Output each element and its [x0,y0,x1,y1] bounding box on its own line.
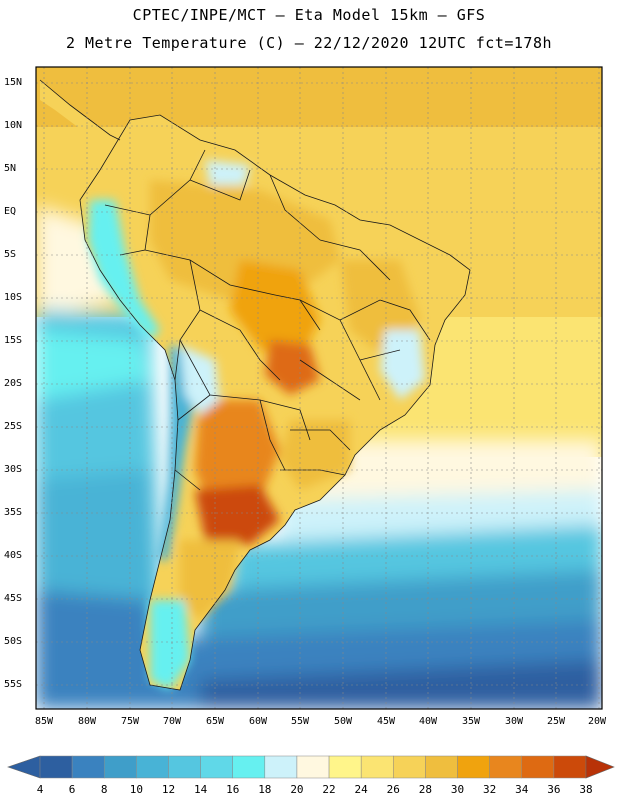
lat-label: 55S [4,679,23,690]
patagonia-warm [180,540,240,620]
colorbar-swatch [425,755,458,779]
lat-label: 40S [4,550,23,561]
ocean-southern-4 [200,660,602,709]
guiana-highland-cool [205,160,250,185]
graticule [36,67,602,709]
colorbar-tick-label: 36 [547,783,561,796]
tierra-del-fuego-cool [150,600,190,690]
colorbar-swatch [136,755,169,779]
lat-label: 30S [4,464,23,475]
colorbar-swatch [39,755,73,779]
lon-label: 50W [333,716,353,727]
lon-label: 40W [418,716,438,727]
colorbar-swatch [71,755,105,779]
lat-label: 15N [4,77,23,88]
lon-label: 20W [587,716,607,727]
andes-cool-highland [180,345,220,415]
mato-grosso-hot [265,340,320,395]
colorbar-tick-label: 26 [386,783,400,796]
lon-label: 80W [77,716,97,727]
colorbar-tick-label: 32 [483,783,497,796]
colorbar-swatch [296,755,330,779]
lon-label: 45W [376,716,396,727]
colorbar-swatch [489,755,523,779]
brazil-highland-cool [380,330,425,400]
lon-label: 55W [290,716,310,727]
colorbar-swatch [103,755,137,779]
colorbar-swatch [521,755,555,779]
lat-label: 10S [4,292,23,303]
colorbar-tick-label: 38 [579,783,593,796]
lon-label: 85W [34,716,54,727]
colorbar-swatch [200,755,233,779]
lat-label: 20S [4,378,23,389]
colorbar-tick-label: 18 [258,783,272,796]
lat-label: 5S [4,249,17,260]
lon-label: 25W [546,716,566,727]
colorbar-tick-label: 8 [100,783,108,796]
colorbar-tick-label: 24 [354,783,368,796]
colorbar-tick-label: 4 [36,783,44,796]
colorbar-tick-label: 16 [226,783,240,796]
colorbar-swatch [553,755,587,779]
colorbar-swatch [264,755,298,779]
pampas-very-hot [195,485,280,545]
lon-label: 30W [504,716,524,727]
title-line-1: CPTEC/INPE/MCT – Eta Model 15km – GFS [132,6,486,24]
andes-cold-mid [158,345,195,560]
title-line-2: 2 Metre Temperature (C) – 22/12/2020 12U… [65,34,553,52]
colorbar-swatch [168,755,201,779]
colorbar-tick-label: 14 [193,783,208,796]
lon-label: 60W [248,716,268,727]
colorbar-swatch [457,755,490,779]
lat-label: 25S [4,421,23,432]
ocean-tropics-north [36,67,602,127]
ocean-pacific-deep [36,590,160,709]
lon-label: 35W [461,716,481,727]
colorbar-swatch [393,755,426,779]
andes-cold-north [88,200,160,340]
lat-label: 15S [4,335,23,346]
colorbar-tick-label: 28 [418,783,433,796]
central-brazil-hot [230,260,320,360]
colorbar-tick-label: 34 [515,783,529,796]
colorbar-arrow-high [585,755,615,779]
colorbar-tick-label: 6 [68,783,76,796]
central-america-land [40,80,120,150]
colorbar-arrow-low [7,755,41,779]
lat-label: 35S [4,507,23,518]
ocean-pacific-mid [36,330,150,400]
lat-label: 5N [4,163,17,174]
colorbar-tick-label: 12 [161,783,176,796]
colorbar-swatch [328,755,362,779]
lon-label: 70W [162,716,182,727]
colorbar-tick-label: 10 [129,783,143,796]
lat-label: EQ [4,206,17,217]
colorbar [7,755,615,779]
map-field [36,67,602,709]
colorbar-swatch [360,755,394,779]
lat-label: 50S [4,636,23,647]
lat-label: 45S [4,593,23,604]
colorbar-tick-label: 30 [450,783,465,796]
map-frame [35,66,603,710]
lat-label: 10N [4,120,23,131]
colorbar-tick-label: 22 [322,783,336,796]
lon-label: 75W [120,716,140,727]
country-borders [39,79,471,691]
lon-label: 65W [205,716,225,727]
colorbar-swatch [232,755,266,779]
colorbar-tick-label: 20 [290,783,304,796]
